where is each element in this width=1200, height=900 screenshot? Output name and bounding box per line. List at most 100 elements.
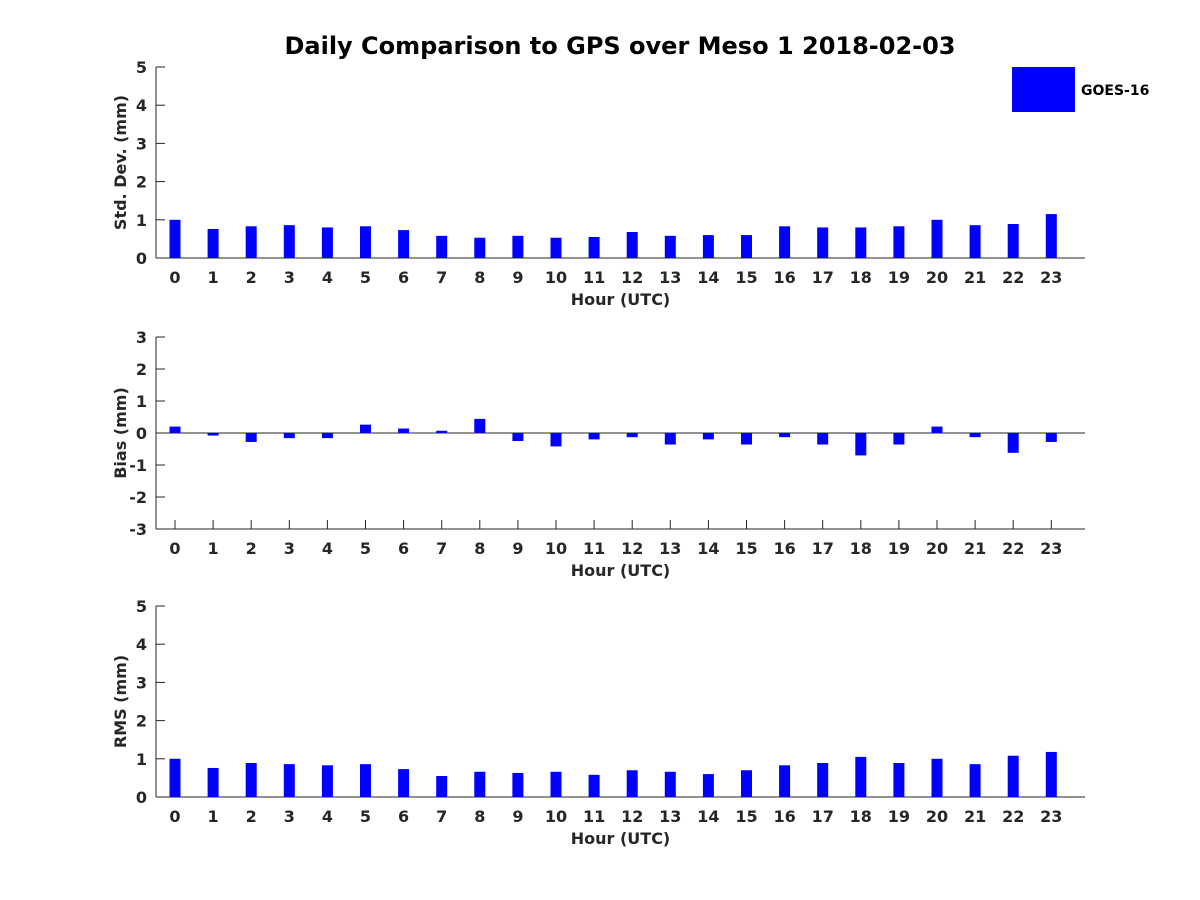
rms-x-tick-label: 23 [1040, 807, 1062, 826]
legend-swatch [1012, 67, 1075, 112]
std-dev-bar [398, 230, 410, 258]
std-dev-x-tick-label: 14 [697, 268, 719, 287]
std-dev-bar [283, 225, 295, 258]
std-dev-x-tick-label: 12 [621, 268, 643, 287]
rms-x-tick-label: 0 [169, 807, 180, 826]
std-dev-x-tick-label: 5 [360, 268, 371, 287]
std-dev-bar [931, 219, 943, 258]
bias-bar [741, 433, 752, 445]
std-dev-bar [512, 235, 524, 258]
std-dev-y-tick-label: 0 [136, 249, 147, 268]
rms-bar [779, 765, 791, 797]
bias-x-tick-label: 14 [697, 539, 719, 558]
bias-x-tick-label: 16 [773, 539, 795, 558]
rms-x-axis-label: Hour (UTC) [571, 829, 671, 848]
rms-x-tick-label: 13 [659, 807, 681, 826]
std-dev-bar [702, 235, 714, 258]
bias-x-tick-label: 5 [360, 539, 371, 558]
std-dev-x-tick-label: 23 [1040, 268, 1062, 287]
bias-bar [1045, 433, 1057, 442]
rms-bar [931, 758, 943, 797]
std-dev-x-tick-label: 6 [398, 268, 409, 287]
rms-x-tick-label: 11 [583, 807, 605, 826]
rms-bar [893, 763, 905, 797]
bias-y-tick-label: -3 [129, 520, 147, 539]
std-dev-bar [436, 235, 448, 258]
std-dev-x-tick-label: 7 [436, 268, 447, 287]
std-dev-x-tick-label: 15 [735, 268, 757, 287]
rms-x-tick-label: 15 [735, 807, 757, 826]
rms-x-tick-label: 2 [246, 807, 257, 826]
bias-bar [702, 433, 714, 440]
rms-x-tick-label: 12 [621, 807, 643, 826]
std-dev-x-tick-label: 3 [284, 268, 295, 287]
bias-bar [626, 433, 638, 438]
bias-x-tick-label: 19 [888, 539, 910, 558]
rms-x-tick-label: 18 [850, 807, 872, 826]
bias-x-tick-label: 15 [735, 539, 757, 558]
bias-y-tick-label: 3 [136, 328, 147, 347]
bias-y-tick-label: 2 [136, 360, 147, 379]
bias-x-tick-label: 13 [659, 539, 681, 558]
std-dev-y-tick-label: 1 [136, 211, 147, 230]
bias-bar [893, 433, 905, 445]
std-dev-x-tick-label: 16 [773, 268, 795, 287]
std-dev-y-tick-label: 5 [136, 58, 147, 77]
bias-bar [436, 430, 448, 433]
rms-bar [817, 763, 829, 797]
bias-y-tick-label: 1 [136, 392, 147, 411]
std-dev-x-tick-label: 17 [812, 268, 834, 287]
rms-x-tick-label: 10 [545, 807, 567, 826]
bias-bar [969, 433, 981, 438]
bias-x-tick-label: 1 [208, 539, 219, 558]
std-dev-x-tick-label: 21 [964, 268, 986, 287]
std-dev-bar [550, 237, 562, 258]
bias-x-tick-label: 3 [284, 539, 295, 558]
rms-bar [969, 764, 981, 797]
bias-x-tick-label: 10 [545, 539, 567, 558]
rms-bar [855, 756, 867, 797]
std-dev-bar [207, 228, 219, 258]
rms-bar [283, 764, 295, 797]
rms-x-tick-label: 1 [208, 807, 219, 826]
bias-y-tick-label: -2 [129, 488, 147, 507]
std-dev-bar [1007, 224, 1019, 258]
rms-x-tick-label: 3 [284, 807, 295, 826]
bias-x-tick-label: 22 [1002, 539, 1024, 558]
rms-x-tick-label: 17 [812, 807, 834, 826]
bias-x-tick-label: 21 [964, 539, 986, 558]
rms-y-tick-label: 3 [136, 673, 147, 692]
rms-bar [245, 763, 257, 797]
std-dev-bar [779, 226, 791, 258]
bias-x-tick-label: 4 [322, 539, 333, 558]
std-dev-bar [588, 236, 600, 258]
std-dev-x-tick-label: 20 [926, 268, 948, 287]
rms-y-tick-label: 1 [136, 750, 147, 769]
std-dev-bar [360, 226, 371, 258]
rms-bar [169, 758, 181, 797]
bias-bar [664, 433, 676, 445]
rms-x-tick-label: 19 [888, 807, 910, 826]
rms-bar [1045, 751, 1057, 797]
bias-bar [169, 426, 181, 433]
rms-bar [474, 771, 486, 797]
std-dev-bar [1045, 214, 1057, 258]
std-dev-x-axis-label: Hour (UTC) [571, 290, 671, 309]
bias-bar [474, 418, 486, 433]
bias-y-tick-label: 0 [136, 424, 147, 443]
rms-x-tick-label: 6 [398, 807, 409, 826]
rms-bar [626, 770, 638, 797]
bias-bar [283, 433, 295, 439]
bias-x-tick-label: 9 [512, 539, 523, 558]
bias-bar [321, 433, 333, 439]
std-dev-x-tick-label: 13 [659, 268, 681, 287]
bias-bar [360, 424, 371, 433]
rms-x-tick-label: 4 [322, 807, 333, 826]
rms-x-tick-label: 20 [926, 807, 948, 826]
rms-bar [512, 772, 524, 797]
bias-bar [550, 433, 562, 447]
std-dev-y-tick-label: 3 [136, 134, 147, 153]
